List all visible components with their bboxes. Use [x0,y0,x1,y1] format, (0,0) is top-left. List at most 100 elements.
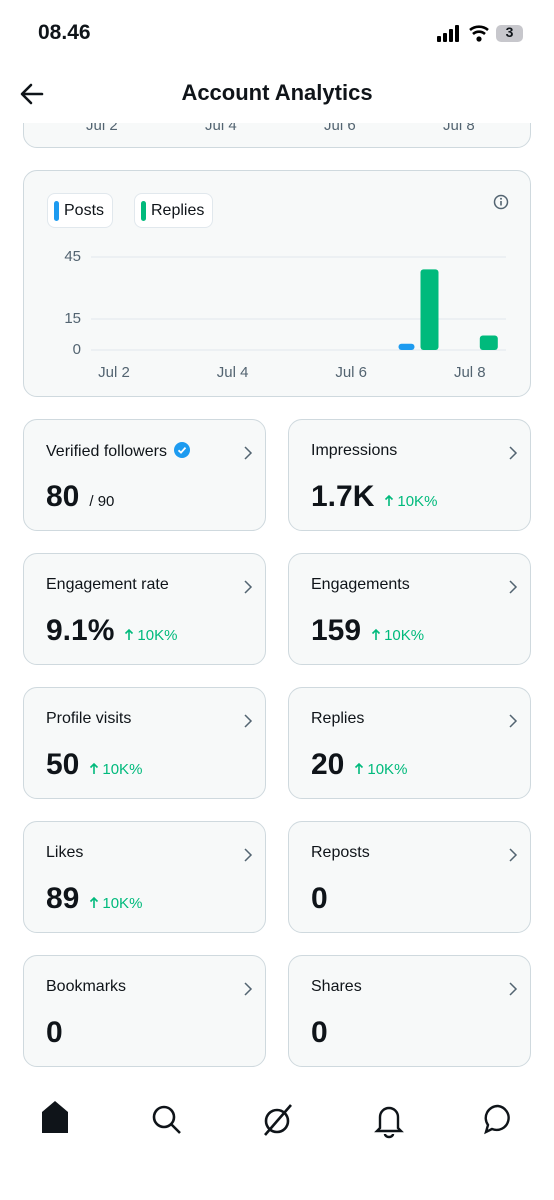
chevron-icon [509,848,518,862]
chevron [243,982,253,1001]
metric-card[interactable]: Engagement rate 9.1% 10K% [23,553,266,665]
metric-card[interactable]: Likes 89 10K% [23,821,266,933]
metric-value: 0 [46,1016,63,1050]
bar [398,343,415,350]
bar [479,335,498,350]
metric-card[interactable]: Shares 0 [288,955,531,1067]
chevron-icon [509,446,518,460]
metric-value: 159 10K% [311,614,424,648]
chevron-icon [244,714,253,728]
x-tick-label: Jul 2 [98,364,130,381]
metric-change: 10K% [371,627,424,644]
legend-label: Posts [64,202,105,219]
metric-label-text: Shares [311,978,362,995]
nav-grok[interactable] [264,1104,292,1136]
chart: 0 15 45 Jul 2 Jul 4 Jul 6 Jul 8 [64,248,506,381]
metric-value-text: 0 [311,1016,328,1049]
arrow-up [355,762,364,774]
change-text: 10K% [367,761,408,778]
metric-change: 10K% [354,761,407,778]
metric-label: Profile visits [46,710,131,728]
metric-label-text: Impressions [311,442,398,459]
y-tick-label: 45 [64,248,81,265]
change-text: 10K% [397,493,438,510]
metric-value: 50 10K% [46,748,142,782]
chevron-icon [244,580,253,594]
legend-swatch [141,201,146,221]
metric-card[interactable]: Impressions 1.7K 10K% [288,419,531,531]
metric-value-text: 159 [311,614,362,647]
metric-value-text: 89 [46,882,80,915]
verified-badge [173,442,190,458]
chevron-icon [509,714,518,728]
chevron-icon [509,580,518,594]
metric-value: 0 [311,1016,328,1050]
legend-item[interactable]: Replies [134,193,214,228]
legend-item[interactable]: Posts [47,193,114,228]
nav-notifications[interactable] [374,1106,404,1139]
metric-label: Bookmarks [46,978,126,996]
chevron [508,982,518,1001]
metric-label-text: Likes [46,844,84,861]
metric-value-text: 0 [311,882,328,915]
status-icons [437,25,523,42]
change-arrow [124,627,137,644]
nav-messages[interactable] [484,1104,510,1135]
metric-label: Shares [311,978,362,996]
metric-value: 9.1% 10K% [46,614,177,648]
x-tick-label: Jul 6 [335,364,367,381]
chevron [243,446,253,465]
nav-search[interactable] [152,1105,181,1134]
metric-label-text: Replies [311,710,365,727]
metric-label-text: Reposts [311,844,370,861]
metric-label: Likes [46,844,83,862]
info-icon[interactable] [492,193,510,211]
change-arrow [354,761,367,778]
metric-change: 10K% [124,627,177,644]
metric-value-text: 0 [46,1016,63,1049]
check [177,446,187,454]
chevron [243,714,253,733]
metric-card[interactable]: Verified followers 80 / 90 [23,419,266,531]
chevron-icon [244,446,253,460]
chevron-icon [244,848,253,862]
metric-card[interactable]: Bookmarks 0 [23,955,266,1067]
change-arrow [371,627,384,644]
change-arrow [89,761,102,778]
metric-label: Reposts [311,844,370,862]
metric-card[interactable]: Engagements 159 10K% [288,553,531,665]
metric-change: 10K% [89,761,142,778]
chevron [508,580,518,599]
metric-card[interactable]: Replies 20 10K% [288,687,531,799]
chevron [243,580,253,599]
legend-swatch [54,201,59,221]
chevron [508,446,518,465]
arrow-up [371,628,381,640]
clock: 08.46 [38,21,91,44]
bar [420,269,439,350]
change-text: 10K% [102,895,143,912]
metric-card[interactable]: Reposts 0 [288,821,531,933]
metric-value: 89 10K% [46,882,142,916]
chart-card: Posts Replies 0 15 45 Jul 2 Jul 4 Jul 6 Jul 8 [23,170,531,397]
metric-label-text: Profile visits [46,710,132,727]
metric-label-text: Engagement rate [46,576,169,593]
metric-label-text: Bookmarks [46,978,127,995]
legend-label: Replies [151,202,205,219]
nav-home[interactable] [42,1101,68,1133]
metric-card[interactable]: Profile visits 50 10K% [23,687,266,799]
change-arrow [384,493,397,510]
metric-value: 1.7K 10K% [311,480,437,514]
change-arrow [89,895,102,912]
metric-value-text: 80 [46,480,80,513]
metric-label: Engagements [311,576,410,594]
metric-label: Replies [311,710,364,728]
metric-label-text: Verified followers [46,443,167,460]
arrow-up [90,762,99,774]
metric-change: 10K% [384,493,437,510]
chevron-icon [509,982,518,996]
chevron [243,848,253,867]
back-button[interactable] [18,80,48,108]
arrow-up [125,628,134,640]
